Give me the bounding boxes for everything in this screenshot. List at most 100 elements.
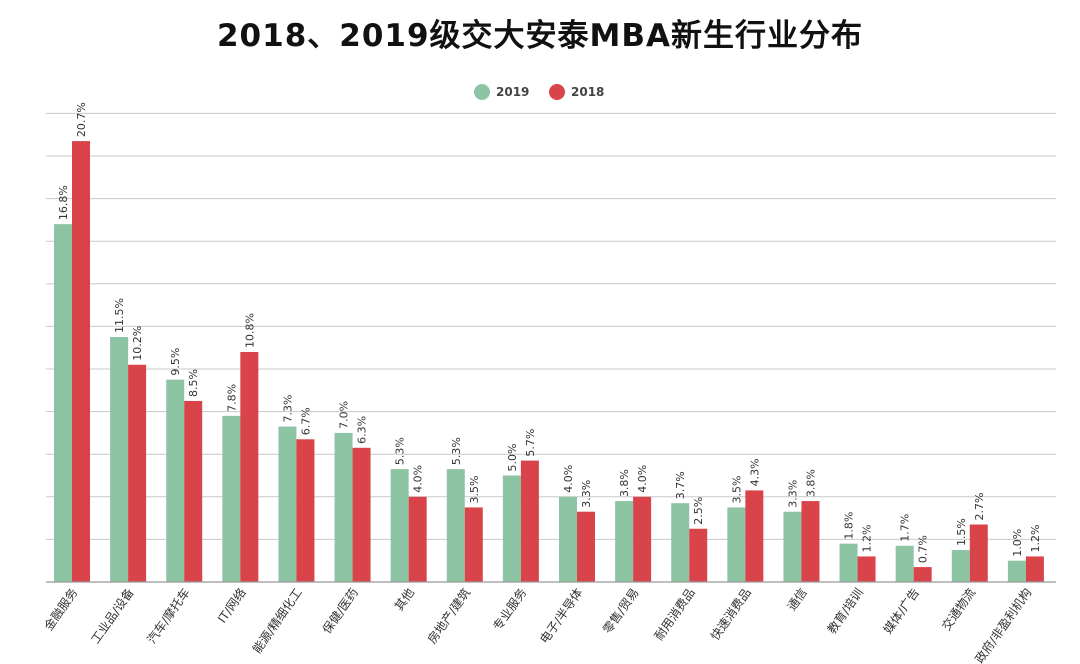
data-label-2019-8: 5.0% xyxy=(506,444,519,472)
category-label-2: 汽车/摩托车 xyxy=(144,585,193,646)
data-label-2018-13: 3.8% xyxy=(804,469,817,497)
bar-2018-1 xyxy=(128,364,147,582)
data-label-2019-1: 11.5% xyxy=(113,298,126,333)
data-label-2018-12: 4.3% xyxy=(748,458,761,486)
bar-2019-13 xyxy=(783,511,802,582)
data-label-2019-5: 7.0% xyxy=(338,401,351,429)
bar-2019-3 xyxy=(222,415,241,582)
bar-2019-14 xyxy=(839,543,858,582)
category-labels: 金融服务 工业品/设备 汽车/摩托车 IT/网络 能源/精细化工 保健/医药 其他 房地产/建… xyxy=(41,585,1035,664)
data-label-2018-6: 4.0% xyxy=(412,465,425,493)
category-label-14: 教育/培训 xyxy=(824,585,866,636)
data-label-2019-13: 3.3% xyxy=(786,480,799,508)
legend: 2019 2018 xyxy=(474,84,604,100)
bar-2019-1 xyxy=(110,337,129,582)
bar-2018-10 xyxy=(633,496,652,582)
data-label-2018-17: 1.2% xyxy=(1029,524,1042,552)
category-label-0: 金融服务 xyxy=(41,585,81,633)
category-label-11: 耐用消费品 xyxy=(652,586,698,643)
data-label-2018-4: 6.7% xyxy=(299,407,312,435)
bar-2018-5 xyxy=(352,447,371,582)
category-label-12: 快速消费品 xyxy=(708,586,754,643)
bar-2018-12 xyxy=(745,490,764,582)
data-label-2018-11: 2.5% xyxy=(692,497,705,525)
bar-2019-4 xyxy=(278,426,297,582)
data-label-2019-9: 4.0% xyxy=(562,465,575,493)
data-label-2019-14: 1.8% xyxy=(843,512,856,540)
category-label-1: 工业品/设备 xyxy=(88,586,136,646)
data-label-2019-12: 3.5% xyxy=(730,475,743,503)
bar-2018-0 xyxy=(72,141,90,582)
category-label-3: IT/网络 xyxy=(214,585,249,625)
category-label-7: 房地产/建筑 xyxy=(424,585,473,646)
data-label-2019-0: 16.8% xyxy=(57,185,70,220)
bar-2018-7 xyxy=(464,507,483,582)
data-label-2018-14: 1.2% xyxy=(861,524,874,552)
category-label-6: 其他 xyxy=(392,586,417,614)
data-label-2018-16: 2.7% xyxy=(973,493,986,521)
data-label-2018-10: 4.0% xyxy=(636,465,649,493)
category-label-9: 电子/半导体 xyxy=(537,586,585,646)
data-label-2019-17: 1.0% xyxy=(1011,529,1024,557)
bar-2019-9 xyxy=(559,496,577,582)
bars xyxy=(54,141,1044,582)
data-label-2019-3: 7.8% xyxy=(225,384,238,412)
data-label-2019-11: 3.7% xyxy=(674,471,687,499)
data-label-2019-4: 7.3% xyxy=(281,395,294,423)
bar-2018-11 xyxy=(689,528,708,582)
bar-2018-15 xyxy=(913,567,932,582)
data-label-2019-2: 9.5% xyxy=(169,348,182,376)
bar-2019-7 xyxy=(446,469,465,582)
bar-2018-6 xyxy=(408,496,427,582)
data-label-2018-2: 8.5% xyxy=(187,369,200,397)
bar-2019-8 xyxy=(502,475,521,582)
bar-2019-6 xyxy=(390,469,409,582)
legend-label-2019: 2019 xyxy=(496,85,529,99)
category-label-8: 专业服务 xyxy=(490,585,530,633)
data-label-2019-10: 3.8% xyxy=(618,469,631,497)
data-label-2018-5: 6.3% xyxy=(356,416,369,444)
bar-2019-11 xyxy=(671,503,690,582)
data-label-2018-15: 0.7% xyxy=(917,535,930,563)
bar-2019-17 xyxy=(1007,560,1026,582)
category-label-16: 交通物流 xyxy=(938,585,978,633)
data-labels: 16.8% 20.7% 11.5% 10.2% 9.5% 8.5% 7.8% 10.8% 7.3… xyxy=(57,102,1042,563)
bar-2018-2 xyxy=(184,400,203,582)
legend-swatch-2019 xyxy=(474,84,490,100)
data-label-2019-6: 5.3% xyxy=(394,437,407,465)
bar-2018-3 xyxy=(240,351,259,582)
legend-label-2018: 2018 xyxy=(571,85,604,99)
data-label-2018-3: 10.8% xyxy=(243,313,256,348)
bar-2018-13 xyxy=(801,501,820,582)
bar-2018-14 xyxy=(857,556,876,582)
category-label-13: 通信 xyxy=(785,586,810,614)
data-label-2019-7: 5.3% xyxy=(450,437,463,465)
bar-2018-16 xyxy=(969,524,988,582)
bar-2018-17 xyxy=(1025,556,1044,582)
data-label-2018-8: 5.7% xyxy=(524,429,537,457)
bar-2018-9 xyxy=(577,511,595,582)
bar-2019-2 xyxy=(166,379,185,582)
data-label-2018-7: 3.5% xyxy=(468,475,481,503)
legend-swatch-2018 xyxy=(549,84,565,100)
bar-2019-15 xyxy=(895,545,914,582)
gridlines xyxy=(46,112,1056,540)
data-label-2018-1: 10.2% xyxy=(131,326,144,361)
bar-2018-8 xyxy=(520,460,539,582)
bar-2019-5 xyxy=(334,432,353,582)
bar-2018-4 xyxy=(296,439,315,582)
data-label-2018-9: 3.3% xyxy=(580,480,593,508)
data-label-2019-16: 1.5% xyxy=(955,518,968,546)
category-label-15: 媒体/广告 xyxy=(881,586,922,637)
category-label-17: 政府/非盈利机构 xyxy=(972,585,1035,664)
data-label-2019-15: 1.7% xyxy=(899,514,912,542)
bar-2019-12 xyxy=(727,507,746,582)
bar-2019-10 xyxy=(615,501,634,582)
bar-2019-16 xyxy=(951,550,970,582)
category-label-10: 零售/贸易 xyxy=(599,585,641,636)
chart-title: 2018、2019级交大安泰MBA新生行业分布 xyxy=(216,18,864,54)
category-label-5: 保健/医药 xyxy=(320,586,361,637)
category-label-4: 能源/精细化工 xyxy=(250,586,305,656)
bar-2019-0 xyxy=(54,224,72,582)
